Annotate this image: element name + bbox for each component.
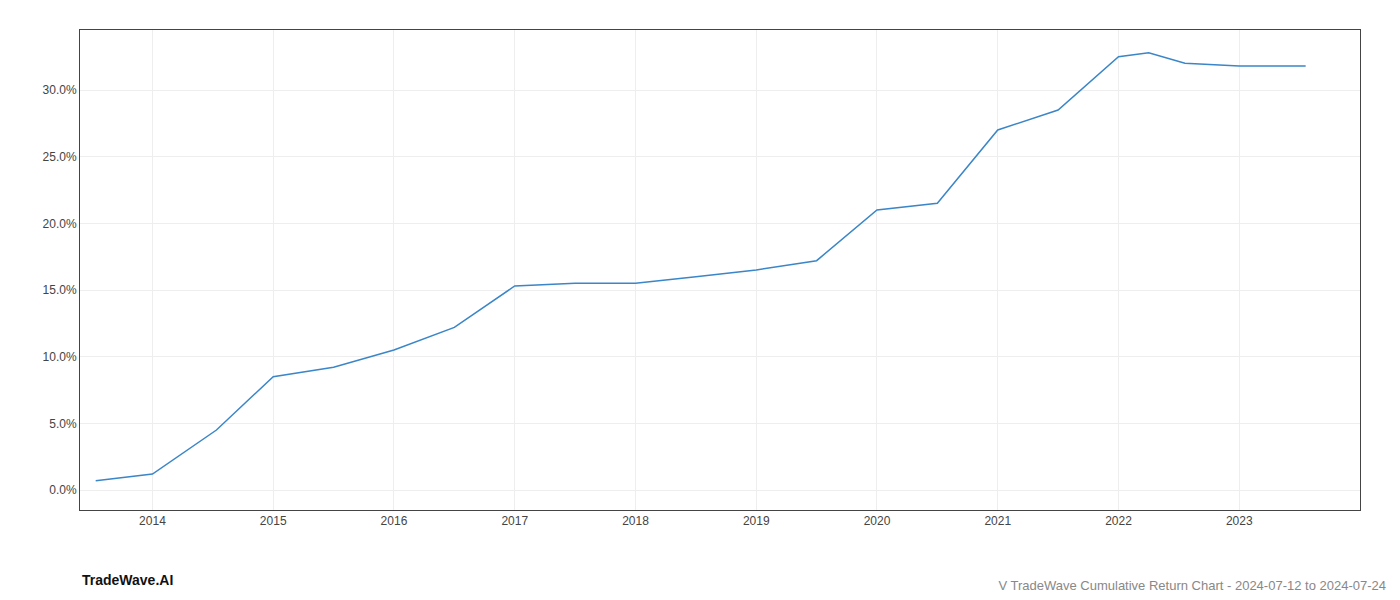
svg-text:TradeWave.AI: TradeWave.AI	[82, 572, 173, 588]
svg-text:0.0%: 0.0%	[49, 483, 77, 497]
svg-text:2023: 2023	[1226, 514, 1253, 528]
svg-text:2017: 2017	[501, 514, 528, 528]
svg-text:2014: 2014	[139, 514, 166, 528]
svg-text:15.0%: 15.0%	[43, 283, 77, 297]
svg-text:2021: 2021	[984, 514, 1011, 528]
svg-text:25.0%: 25.0%	[43, 150, 77, 164]
svg-text:2022: 2022	[1105, 514, 1132, 528]
svg-text:10.0%: 10.0%	[43, 350, 77, 364]
svg-text:2018: 2018	[622, 514, 649, 528]
svg-text:30.0%: 30.0%	[43, 83, 77, 97]
svg-text:2015: 2015	[260, 514, 287, 528]
svg-text:2020: 2020	[864, 514, 891, 528]
svg-text:20.0%: 20.0%	[43, 217, 77, 231]
svg-text:2019: 2019	[743, 514, 770, 528]
svg-text:V TradeWave Cumulative Return: V TradeWave Cumulative Return Chart - 20…	[998, 578, 1386, 593]
svg-text:2016: 2016	[381, 514, 408, 528]
svg-text:5.0%: 5.0%	[49, 417, 77, 431]
